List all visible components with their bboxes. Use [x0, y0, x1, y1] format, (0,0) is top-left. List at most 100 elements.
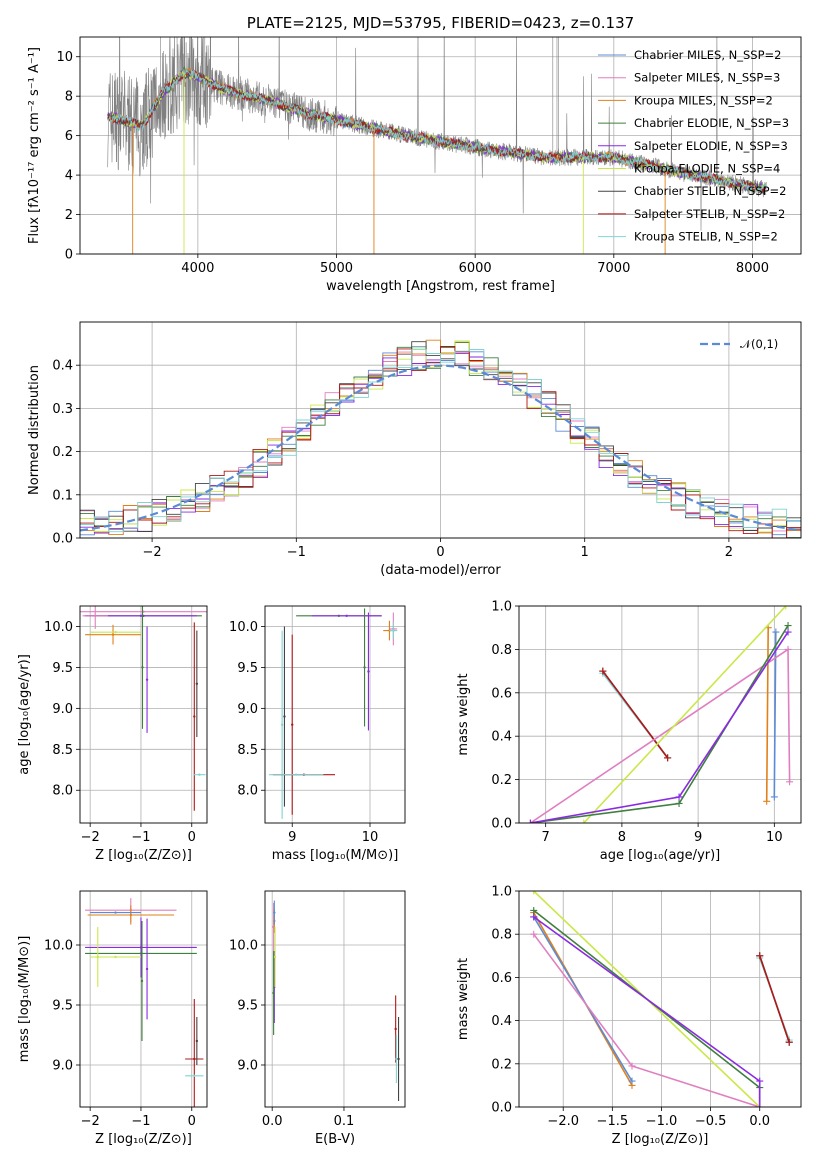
y-tick-label: 10 — [56, 50, 73, 65]
data-point — [395, 1057, 398, 1061]
y-tick-label: 0.4 — [491, 730, 512, 745]
data-point — [367, 670, 370, 673]
x-tick-label: 7 — [542, 830, 550, 845]
x-tick-label: −2 — [81, 1114, 100, 1129]
y-tick-label: 9.0 — [52, 1059, 73, 1074]
data-point — [283, 715, 286, 718]
x-tick-label: 10 — [766, 830, 783, 845]
series-line-kroupa_elodie — [583, 606, 787, 823]
axes-frame — [79, 890, 208, 1108]
model-spectrum-salpeter_stelib — [107, 69, 767, 194]
model-spectrum-kroupa_stelib — [107, 69, 767, 194]
legend-entry: Salpeter MILES, N_SSP=3 — [634, 71, 780, 85]
gaussian-curve — [80, 364, 801, 532]
series-marker — [628, 1077, 636, 1085]
axes-frame — [79, 321, 802, 539]
panel-residuals: −2 −1 0 1 2 0.0 0.1 0.2 0.3 0.4 (data-model)/error… — [27, 321, 802, 578]
data-point — [139, 614, 143, 618]
data-point — [294, 773, 298, 776]
x-tick-label: 6000 — [459, 261, 492, 276]
data-point — [193, 1057, 196, 1061]
y-tick-label: 6 — [65, 129, 73, 144]
legend-entry: Kroupa STELIB, N_SSP=2 — [634, 230, 778, 244]
series-marker — [782, 606, 790, 610]
x-tick-label: 8000 — [736, 261, 769, 276]
series-marker — [756, 952, 764, 960]
series-marker — [675, 793, 683, 801]
x-tick-label: 8 — [618, 830, 626, 845]
axes-frame — [518, 605, 802, 824]
x-axis-label: Z [log₁₀(Z/Z⊙)] — [612, 1132, 709, 1147]
x-tick-label: −2.0 — [547, 1114, 579, 1129]
y-tick-label: 9.0 — [237, 1059, 258, 1074]
series-marker — [772, 628, 780, 636]
x-tick-label: −1 — [131, 830, 150, 845]
x-axis-label: E(B-V) — [315, 1132, 355, 1147]
data-point — [345, 614, 348, 618]
series-marker — [756, 1103, 764, 1107]
y-tick-label: 8.0 — [52, 784, 73, 799]
x-axis-label: (data-model)/error — [380, 563, 501, 578]
plot-area — [272, 900, 400, 1101]
y-tick-label: 0.0 — [491, 817, 512, 832]
legend-entry: Kroupa MILES, N_SSP=2 — [634, 93, 773, 107]
x-tick-label: 5000 — [320, 261, 353, 276]
y-tick-label: 9.5 — [52, 999, 73, 1014]
x-tick-label: 9 — [694, 830, 702, 845]
series-marker — [675, 799, 683, 807]
series-line-salpeter_elodie — [533, 916, 761, 1107]
y-tick-label: 0.2 — [491, 773, 512, 788]
y-tick-label: 0.3 — [52, 402, 73, 417]
histogram-kroupa_stelib — [80, 349, 801, 533]
y-tick-label: 9.5 — [52, 661, 73, 676]
y-tick-label: 0.6 — [491, 971, 512, 986]
legend-entry: Salpeter ELODIE, N_SSP=3 — [634, 139, 788, 153]
series-line-kroupa_miles — [765, 627, 769, 802]
panel-age_vs_z: −2 −1 0 8.0 8.5 9.0 9.5 10.0 Z [log₁₀(Z/Z⊙)] age … — [17, 605, 208, 863]
y-axis-label: mass weight — [456, 958, 471, 1040]
data-point — [291, 723, 294, 726]
panel-mass_vs_ebv: 0.0 0.1 9.0 9.5 10.0 E(B-V) — [229, 890, 406, 1147]
y-tick-label: 10.0 — [44, 620, 73, 635]
x-axis-label: Z [log₁₀(Z/Z⊙)] — [95, 1132, 192, 1147]
series-marker — [530, 906, 538, 914]
y-tick-label: 0.1 — [52, 488, 73, 503]
series-line-chabrier_elodie — [533, 909, 761, 1107]
x-tick-label: −1 — [131, 1114, 150, 1129]
y-tick-label: 10.0 — [229, 620, 258, 635]
series-marker — [784, 645, 792, 653]
x-tick-label: −2 — [81, 830, 100, 845]
plot-area — [530, 891, 793, 1107]
x-tick-label: 0 — [436, 545, 444, 560]
x-tick-label: 0.1 — [334, 1114, 355, 1129]
axes-frame — [79, 605, 208, 824]
y-tick-label: 9.0 — [237, 702, 258, 717]
y-tick-label: 10.0 — [229, 939, 258, 954]
data-point — [141, 666, 144, 669]
y-tick-label: 0.2 — [491, 1057, 512, 1072]
x-axis-label: Z [log₁₀(Z/Z⊙)] — [95, 848, 192, 863]
data-point — [273, 955, 277, 959]
series-line-salpeter_stelib — [758, 955, 790, 1043]
legend-entry: Chabrier ELODIE, N_SSP=3 — [634, 116, 789, 130]
series-marker — [664, 754, 672, 762]
axes-frame — [79, 36, 802, 255]
plot-area — [80, 339, 801, 538]
series-line-salpeter_stelib — [602, 670, 669, 759]
chart-title: PLATE=2125, MJD=53795, FIBERID=0423, z=0… — [247, 14, 634, 32]
data-point — [363, 666, 366, 669]
x-tick-label: 2 — [725, 545, 733, 560]
x-tick-label: −1.0 — [646, 1114, 678, 1129]
y-axis-label: mass weight — [456, 673, 471, 755]
data-point — [111, 633, 115, 636]
y-tick-label: 2 — [65, 208, 73, 223]
plot-area — [526, 606, 794, 823]
y-axis-label: age [log₁₀(age/yr)] — [17, 654, 32, 775]
y-tick-label: 9.5 — [237, 999, 258, 1014]
data-point — [198, 773, 201, 776]
y-tick-label: 4 — [65, 169, 73, 184]
x-tick-label: 0.0 — [262, 1114, 283, 1129]
data-point — [392, 629, 395, 632]
panel-massweight_vs_z: −2.0 −1.5 −1.0 −0.5 0.0 0.0 0.2 0.4 0.6 0.8 1.0 Z [… — [456, 885, 802, 1147]
